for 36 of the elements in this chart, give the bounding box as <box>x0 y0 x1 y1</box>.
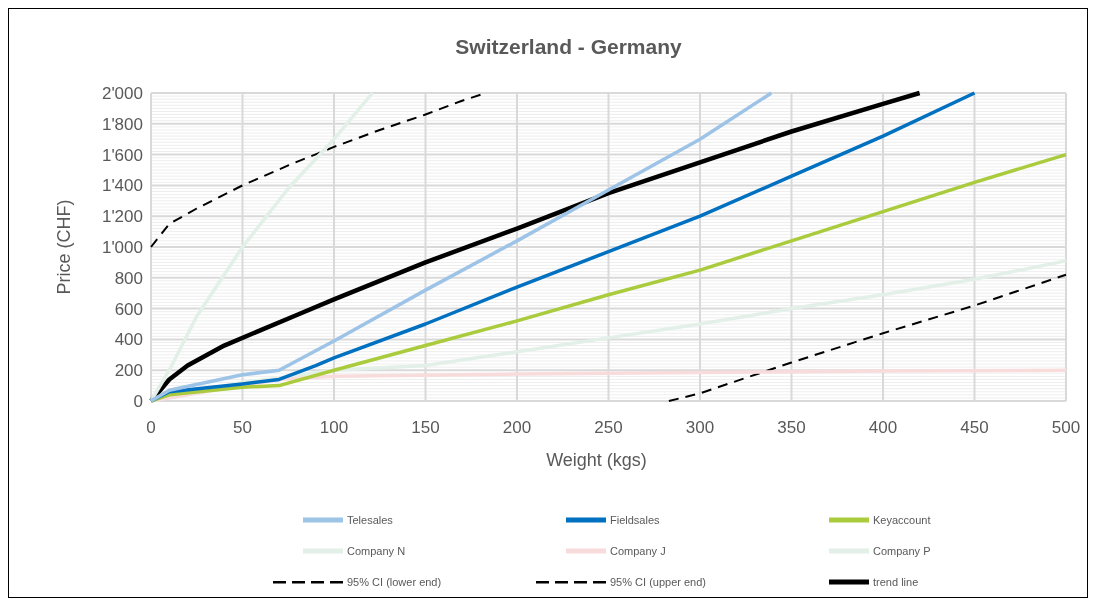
legend-label: Company J <box>610 544 666 557</box>
x-tick-label: 200 <box>502 418 532 437</box>
legend-label: trend line <box>873 575 919 588</box>
x-tick-label: 150 <box>411 418 440 437</box>
x-tick-label: 300 <box>685 418 715 437</box>
x-tick-label: 250 <box>594 418 623 437</box>
x-tick-label: 400 <box>868 418 898 437</box>
x-tick-label: 500 <box>1051 418 1081 437</box>
y-tick-label: 600 <box>114 299 143 319</box>
y-tick-label: 1'200 <box>101 207 143 227</box>
x-tick-label: 350 <box>777 418 806 437</box>
line-series <box>667 273 1067 402</box>
line-series <box>149 91 774 403</box>
y-tick-label: 800 <box>114 268 143 288</box>
y-tick-label: 0 <box>133 391 143 411</box>
x-axis-title: Weight (kgs) <box>546 450 647 470</box>
legend-label: Keyaccount <box>873 513 931 526</box>
y-axis-title: Price (CHF) <box>54 199 74 295</box>
legend-label: Company P <box>873 544 931 557</box>
y-tick-label: 400 <box>114 330 143 350</box>
y-tick-label: 1'000 <box>101 237 143 257</box>
y-tick-label: 2'000 <box>101 83 143 103</box>
legend-label: 95% CI (upper end) <box>610 575 706 588</box>
x-tick-label: 450 <box>960 418 989 437</box>
x-tick-label: 50 <box>233 418 252 437</box>
y-tick-label: 200 <box>114 361 143 381</box>
legend-label: Fieldsales <box>610 513 661 526</box>
x-tick-label: 0 <box>146 418 156 437</box>
y-tick-label: 1'400 <box>101 176 143 196</box>
legend-label: Telesales <box>347 513 394 526</box>
legend-label: 95% CI (lower end) <box>347 575 442 588</box>
legend-label: Company N <box>347 544 406 557</box>
y-tick-label: 1'600 <box>101 145 143 165</box>
chart-title: Switzerland - Germany <box>455 35 683 58</box>
x-tick-label: 100 <box>319 418 349 437</box>
y-tick-label: 1'800 <box>101 114 143 134</box>
